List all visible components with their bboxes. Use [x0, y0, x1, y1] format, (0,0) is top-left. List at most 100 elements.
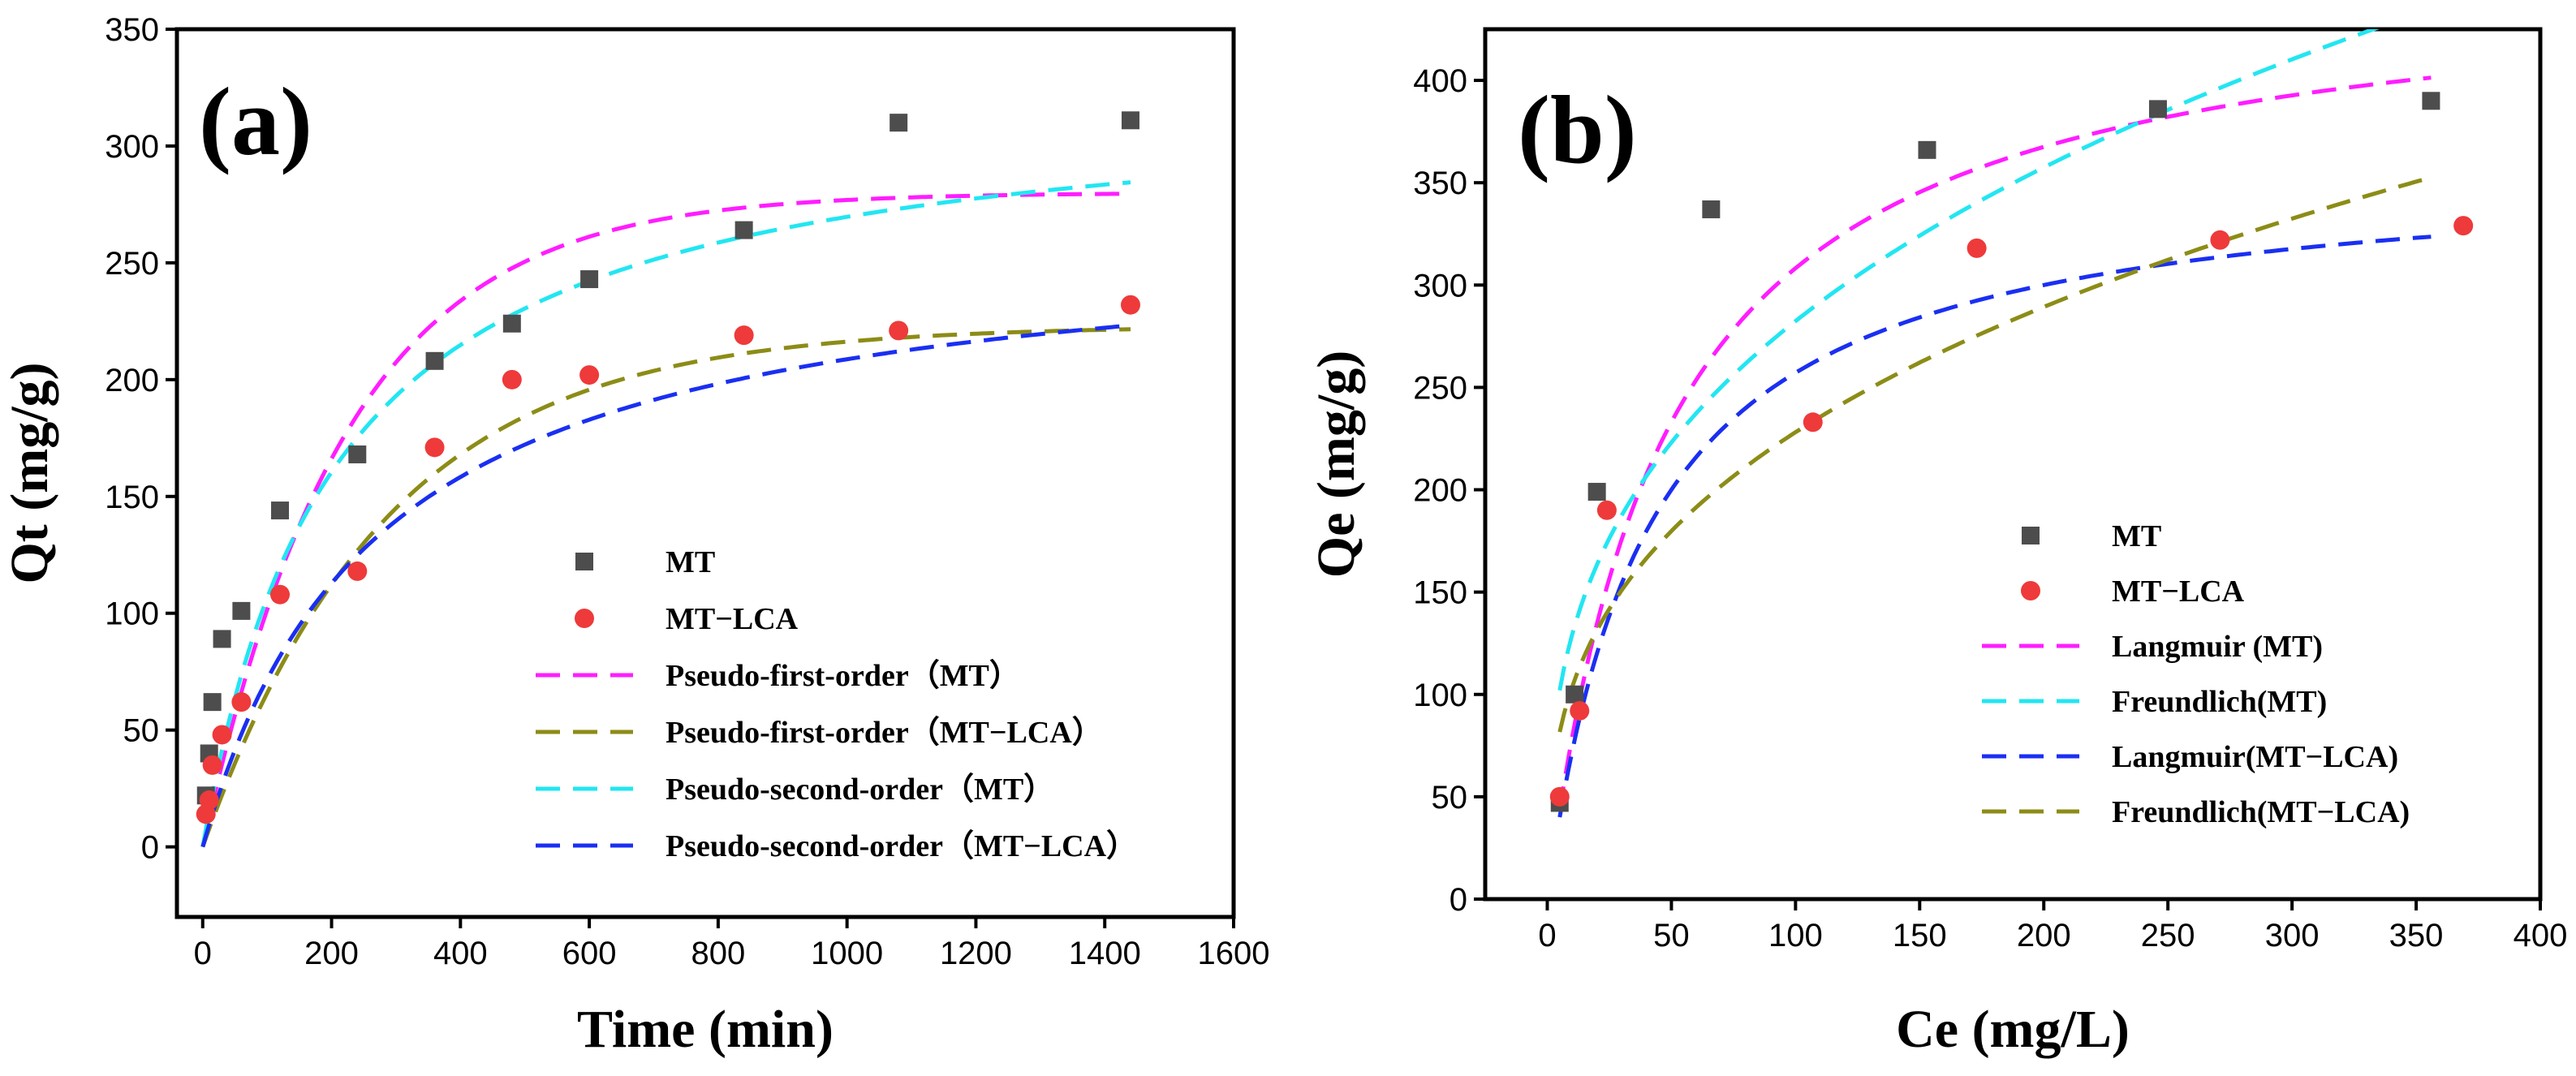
data-point-square	[890, 114, 908, 132]
y-tick-label: 350	[105, 12, 159, 48]
legend-label: MT	[2112, 519, 2161, 553]
legend-symbol-square	[2022, 527, 2040, 544]
y-tick-label: 200	[1413, 473, 1467, 509]
y-axis-title: Qt (mg/g)	[0, 362, 59, 583]
x-tick-label: 1200	[940, 936, 1012, 971]
data-point-circle	[502, 369, 522, 390]
legend-label: MT	[666, 545, 715, 579]
data-point-square	[580, 270, 599, 289]
legend: MT MT−LCA Pseudo-first-order（MT） Pseudo-fir…	[536, 545, 1137, 863]
data-point-circle	[212, 725, 232, 745]
x-axis-title: Time (min)	[577, 1000, 834, 1059]
x-tick-label: 400	[2514, 918, 2568, 953]
data-point-circle	[202, 755, 222, 775]
y-tick-label: 300	[1413, 268, 1467, 303]
data-point-circle	[231, 692, 252, 712]
plot-area	[196, 111, 1140, 848]
y-tick-label: 0	[141, 830, 159, 866]
data-point-square	[425, 351, 444, 370]
data-point-square	[348, 445, 367, 463]
data-point-square	[1918, 140, 1936, 159]
x-tick-label: 400	[433, 936, 488, 971]
plot-frame	[1483, 27, 2543, 902]
fit-line	[200, 327, 1131, 848]
data-point-circle	[270, 584, 291, 605]
legend-symbol-circle	[2021, 581, 2040, 600]
fit-line	[1557, 29, 2380, 691]
x-tick-label: 350	[2389, 918, 2444, 953]
data-point-circle	[1549, 786, 1570, 807]
legend-symbol-circle	[575, 609, 594, 628]
x-tick-label: 250	[2141, 918, 2195, 953]
y-tick-label: 300	[105, 129, 159, 165]
data-point-circle	[2210, 230, 2230, 250]
fit-line	[1557, 175, 2432, 733]
data-point-circle	[1966, 238, 1987, 258]
fit-line	[200, 180, 1131, 848]
data-point-circle	[579, 365, 600, 385]
y-tick-label: 100	[1413, 678, 1467, 713]
data-point-square	[1702, 200, 1721, 218]
x-tick-label: 200	[2017, 918, 2071, 953]
y-tick-label: 50	[123, 713, 160, 749]
legend-label: Langmuir (MT)	[2112, 630, 2323, 664]
y-tick-label: 0	[1450, 882, 1467, 918]
x-tick-label: 50	[1653, 918, 1690, 953]
data-point-circle	[889, 321, 909, 341]
legend: MT MT−LCA Langmuir (MT) Freundlich(MT) Langm…	[1982, 519, 2410, 829]
data-point-square	[502, 314, 521, 333]
y-tick-label: 100	[105, 596, 159, 632]
chart-a: 0 200 400 600 800 1000 1200 1400 1600 0 50 100 150 20…	[0, 12, 1269, 1059]
x-tick-label: 800	[691, 936, 746, 971]
data-point-square	[2422, 92, 2440, 110]
y-tick-label: 350	[1413, 166, 1467, 201]
x-axis-title: Ce (mg/L)	[1896, 1000, 2130, 1059]
data-point-square	[1566, 685, 1584, 704]
legend-label: Freundlich(MT)	[2112, 685, 2327, 719]
data-point-square	[203, 693, 222, 712]
y-axis-title: Qe (mg/g)	[1307, 351, 1366, 578]
legend-label: MT−LCA	[2112, 575, 2245, 609]
data-point-square	[734, 221, 753, 239]
x-tick-label: 0	[1538, 918, 1556, 953]
legend-label: Pseudo-first-order（MT）	[666, 659, 1020, 693]
y-tick-label: 250	[1413, 370, 1467, 406]
data-point-circle	[1803, 412, 1823, 433]
x-tick-label: 1400	[1069, 936, 1141, 971]
legend-label: Langmuir(MT−LCA)	[2112, 740, 2398, 774]
y-tick-label: 250	[105, 246, 159, 282]
x-tick-label: 150	[1893, 918, 1947, 953]
data-point-circle	[424, 437, 445, 458]
data-point-square	[232, 601, 251, 620]
data-point-circle	[2453, 216, 2474, 236]
data-point-square	[1121, 111, 1139, 130]
fit-line	[1557, 235, 2432, 818]
x-tick-label: 1600	[1198, 936, 1270, 971]
fit-line	[200, 323, 1131, 848]
y-tick-label: 150	[105, 480, 159, 515]
legend-label: Pseudo-second-order（MT−LCA）	[666, 829, 1137, 863]
y-tick-label: 400	[1413, 63, 1467, 99]
data-point-square	[271, 501, 290, 520]
legend-label: Pseudo-first-order（MT−LCA）	[666, 716, 1103, 750]
x-tick-label: 200	[304, 936, 359, 971]
fit-line	[1557, 75, 2432, 811]
chart-b: 0 50 100 150 200 250 300 350 400 0 50 100 150 200 250 3…	[1307, 27, 2568, 1059]
data-point-circle	[347, 561, 368, 581]
x-tick-label: 1000	[811, 936, 883, 971]
legend-label: Pseudo-second-order（MT）	[666, 773, 1054, 807]
x-tick-label: 0	[194, 936, 212, 971]
data-point-circle	[199, 790, 219, 811]
plot-area	[1549, 29, 2474, 818]
data-point-square	[1587, 483, 1606, 501]
x-tick-label: 300	[2265, 918, 2320, 953]
data-point-circle	[734, 325, 754, 346]
y-tick-label: 200	[105, 363, 159, 398]
panel-label: (b)	[1518, 75, 1637, 183]
x-tick-label: 100	[1768, 918, 1823, 953]
data-point-circle	[1596, 500, 1617, 520]
legend-label: Freundlich(MT−LCA)	[2112, 795, 2410, 829]
y-tick-label: 50	[1432, 780, 1468, 816]
data-point-circle	[1120, 295, 1140, 315]
